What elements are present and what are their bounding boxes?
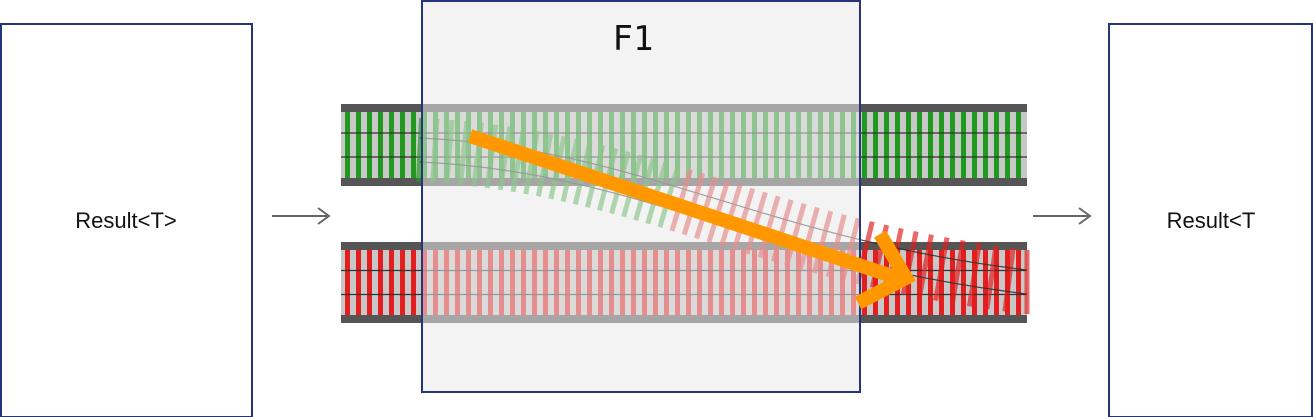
diagonal-arrow-icon xyxy=(467,129,916,310)
right-arrow-icon xyxy=(272,207,331,225)
output-box xyxy=(1108,23,1313,417)
input-box-label: Result<T> xyxy=(75,208,177,233)
input-box xyxy=(0,23,253,417)
output-box-label: Result<T xyxy=(1167,208,1256,233)
function-box-label: F1 xyxy=(613,19,654,59)
right-arrow-icon xyxy=(1033,207,1092,225)
